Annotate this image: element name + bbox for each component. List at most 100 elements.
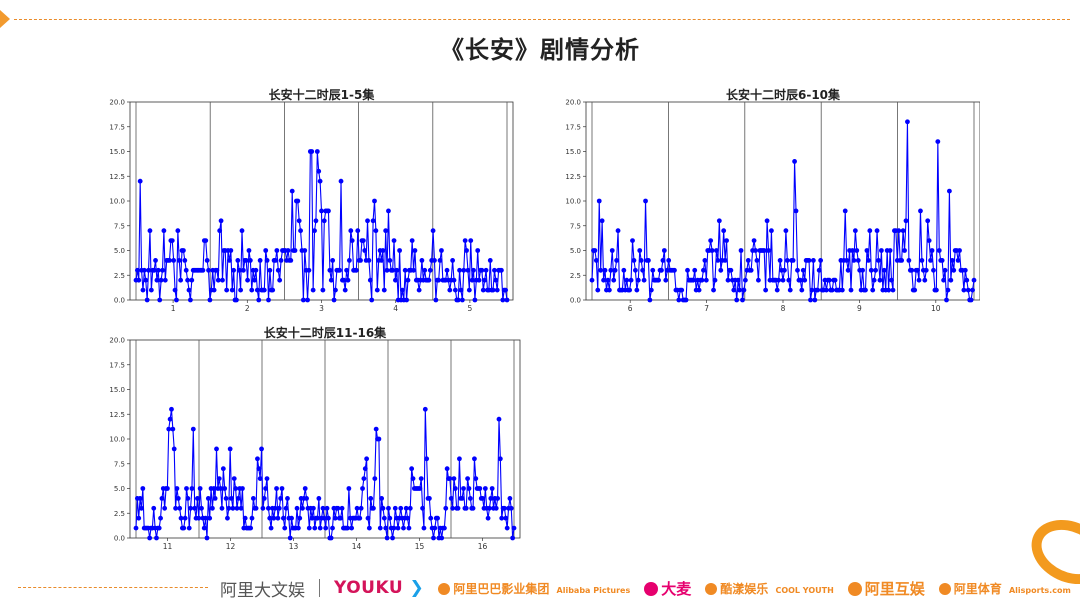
data-point: [256, 466, 262, 472]
data-point: [487, 505, 492, 511]
data-point: [480, 287, 486, 293]
data-point: [916, 277, 922, 283]
data-point: [362, 248, 368, 253]
data-point: [238, 505, 244, 511]
data-point: [489, 486, 495, 491]
data-point: [761, 248, 767, 253]
data-point: [312, 228, 317, 234]
data-point: [971, 277, 977, 283]
data-point: [815, 287, 821, 293]
y-tick-label: 15.0: [109, 386, 125, 394]
data-point: [306, 525, 312, 531]
cool-youth-logo: 酷漾娱乐 COOL YOUTH: [705, 580, 834, 597]
data-point: [254, 287, 260, 293]
data-point: [326, 515, 331, 521]
data-point: [376, 436, 382, 442]
data-point: [711, 287, 716, 293]
data-point: [504, 525, 510, 531]
data-point: [226, 505, 232, 511]
data-point: [140, 486, 146, 491]
data-point: [372, 198, 377, 204]
data-point: [753, 248, 758, 253]
data-point: [231, 476, 237, 481]
data-point: [627, 287, 633, 293]
data-point: [298, 228, 303, 234]
data-point: [353, 267, 359, 273]
data-point: [279, 486, 285, 491]
data-point: [328, 535, 334, 541]
data-point: [685, 267, 690, 273]
data-point: [302, 248, 308, 253]
data-point: [189, 277, 195, 283]
y-tick-label: 7.5: [114, 222, 125, 230]
data-point: [312, 525, 318, 531]
y-tick-label: 12.5: [565, 173, 581, 181]
data-point: [253, 267, 259, 273]
data-point: [154, 535, 159, 541]
y-tick-label: 2.5: [114, 510, 125, 518]
data-point: [203, 238, 209, 244]
data-point: [321, 515, 327, 521]
data-point: [393, 277, 398, 283]
data-point: [466, 486, 472, 491]
data-point: [725, 277, 731, 283]
data-point: [919, 258, 925, 263]
data-point: [451, 277, 457, 283]
data-point: [212, 496, 218, 501]
x-tick-label: 8: [781, 304, 786, 313]
data-point: [406, 525, 412, 531]
data-point: [964, 277, 970, 283]
data-point: [439, 248, 444, 253]
data-point: [808, 297, 813, 303]
data-point: [666, 258, 672, 263]
data-point: [333, 287, 338, 293]
data-point: [427, 267, 433, 273]
data-point: [824, 287, 829, 293]
data-point: [630, 238, 635, 244]
data-point: [394, 267, 400, 273]
data-point: [850, 248, 855, 253]
data-point: [156, 525, 162, 531]
data-point: [818, 258, 824, 263]
data-point: [503, 515, 509, 521]
data-point: [656, 277, 661, 283]
data-point: [448, 496, 454, 501]
data-point: [957, 248, 962, 253]
data-point: [392, 505, 398, 511]
y-tick-label: 0.0: [114, 535, 125, 543]
data-point: [175, 496, 181, 501]
data-point: [493, 277, 499, 283]
data-point: [288, 258, 294, 263]
data-point: [659, 267, 664, 273]
data-point: [309, 515, 315, 521]
data-point: [181, 248, 186, 253]
data-point: [868, 267, 874, 273]
data-point: [851, 258, 857, 263]
data-point: [428, 515, 434, 521]
data-point: [405, 277, 411, 283]
data-point: [701, 267, 706, 273]
chart-svg: 长安十二时辰6-10集 0.0 2.5 5.0 7.5 10.0 12.5 15.0 17.5 2…: [565, 87, 980, 313]
data-point: [355, 228, 361, 234]
data-point: [863, 287, 868, 293]
data-point: [941, 277, 947, 283]
data-point: [812, 297, 818, 303]
data-point: [383, 228, 389, 234]
data-point: [715, 258, 721, 263]
data-point: [702, 258, 708, 263]
data-point: [214, 446, 219, 452]
data-point: [412, 248, 418, 253]
data-point: [192, 505, 198, 511]
data-point: [275, 515, 281, 521]
data-point: [337, 267, 343, 273]
data-point: [795, 267, 800, 273]
data-point: [432, 258, 437, 263]
data-point: [313, 218, 319, 224]
data-point: [320, 287, 326, 293]
data-point: [925, 218, 931, 224]
data-point: [948, 277, 954, 283]
data-point: [475, 248, 481, 253]
data-point: [369, 297, 375, 303]
data-point: [174, 297, 179, 303]
data-point: [490, 287, 496, 293]
